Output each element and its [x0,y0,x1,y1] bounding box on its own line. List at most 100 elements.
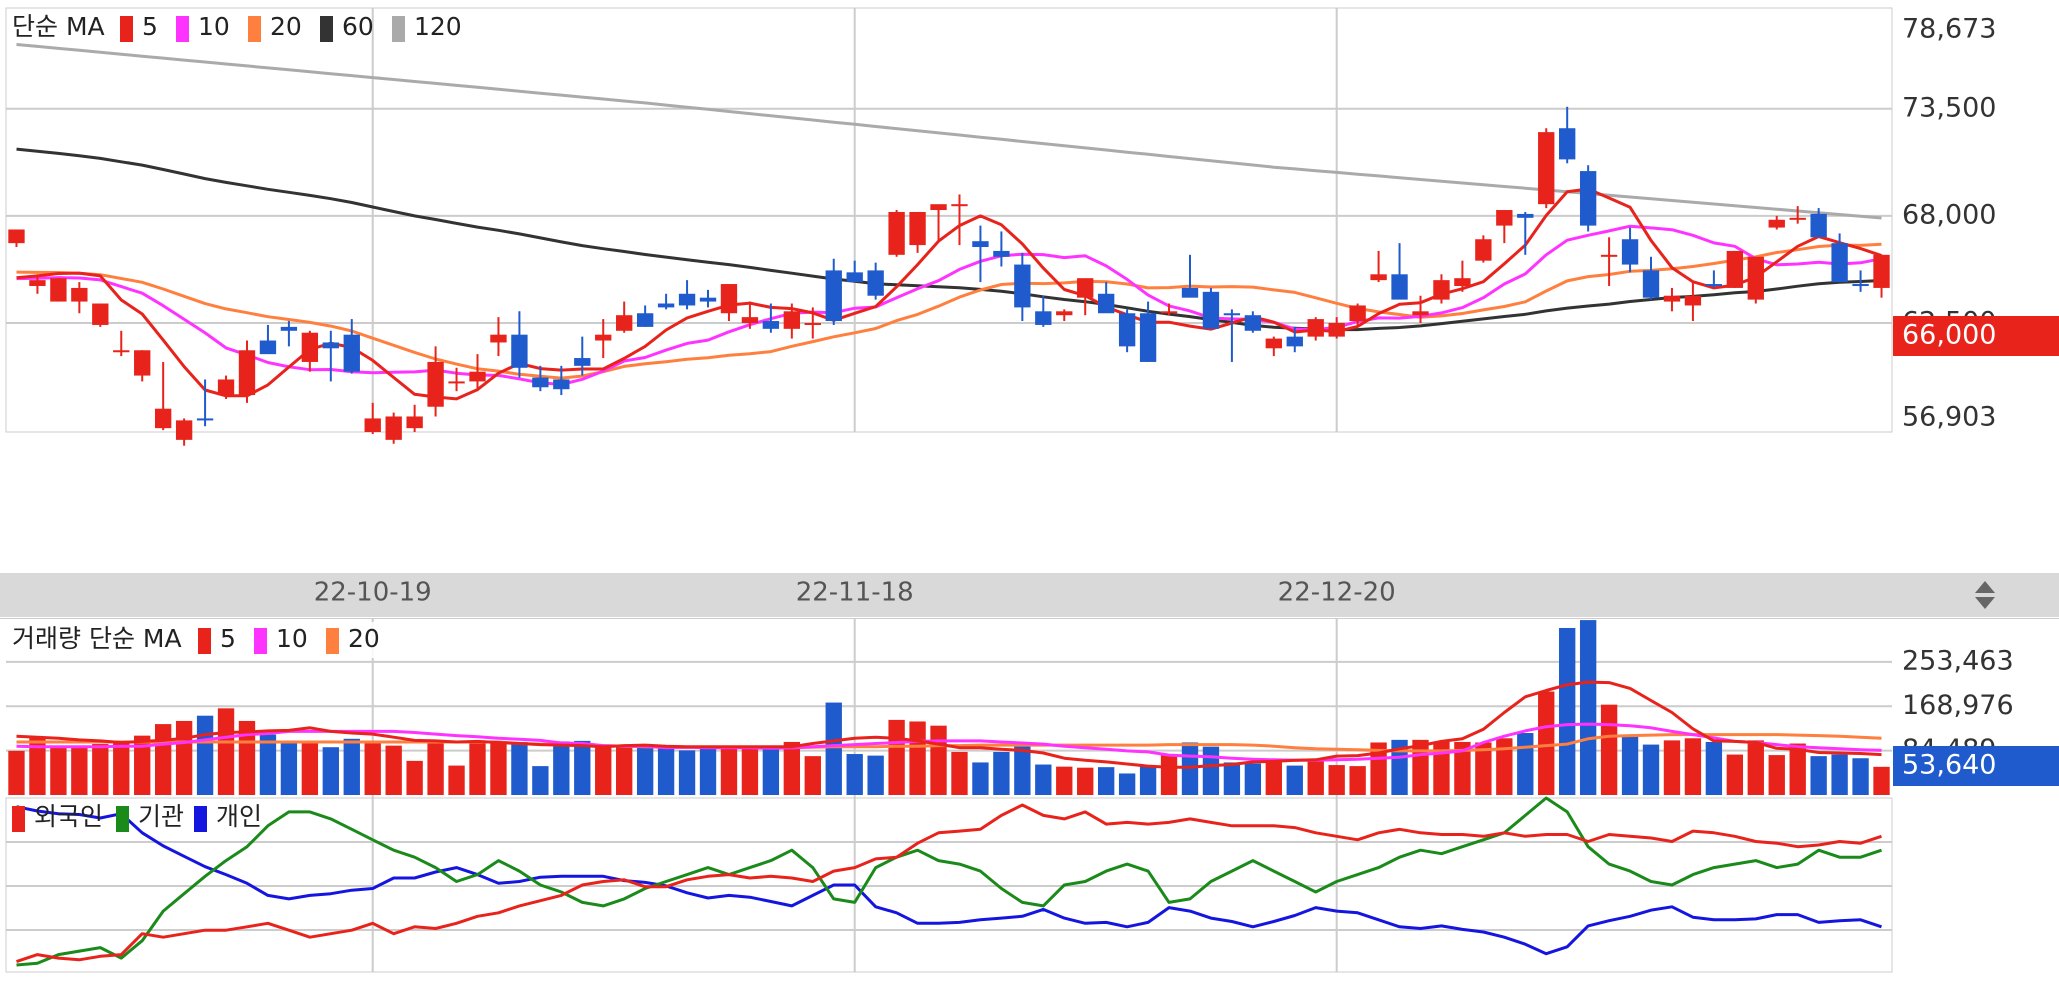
volume-bar[interactable] [1559,627,1576,795]
candle-body[interactable] [113,350,130,353]
volume-bar[interactable] [238,720,256,795]
candle-body[interactable] [720,284,738,314]
volume-bar[interactable] [364,741,381,795]
volume-bar[interactable] [1600,704,1618,795]
candle-body[interactable] [1517,213,1534,218]
panel-resize-up-icon[interactable] [1975,581,1995,593]
candle-body[interactable] [1202,291,1220,329]
volume-bar[interactable] [888,719,905,795]
candle-body[interactable] [825,270,842,322]
candle-body[interactable] [574,358,591,366]
volume-bar[interactable] [972,762,989,795]
candle-body[interactable] [1391,274,1408,300]
candle-body[interactable] [280,326,298,331]
volume-bar[interactable] [1056,766,1073,795]
candle-body[interactable] [1684,295,1702,306]
candle-body[interactable] [1642,270,1660,298]
candle-body[interactable] [217,379,235,396]
volume-bar[interactable] [1391,739,1408,795]
volume-bar[interactable] [259,734,277,795]
candle-body[interactable] [1265,338,1282,349]
volume-bar[interactable] [1244,763,1262,795]
volume-bar[interactable] [175,720,193,795]
candle-body[interactable] [1559,128,1576,160]
candle-body[interactable] [1118,313,1136,347]
volume-bar[interactable] [1307,760,1324,795]
volume-bar[interactable] [532,766,549,795]
candle-body[interactable] [699,297,717,302]
candle-body[interactable] [448,381,465,384]
candle-body[interactable] [1014,264,1031,308]
volume-bar[interactable] [280,740,298,795]
volume-bar[interactable] [678,750,696,795]
candle-body[interactable] [993,250,1010,257]
volume-bar[interactable] [406,760,423,795]
volume-bar[interactable] [1286,765,1303,795]
candle-body[interactable] [154,408,172,429]
candle-body[interactable] [1349,305,1366,322]
volume-bar[interactable] [511,741,528,795]
candle-body[interactable] [1370,274,1387,281]
candle-body[interactable] [427,361,444,407]
volume-bar[interactable] [657,747,675,795]
volume-bar[interactable] [909,721,926,795]
candle-body[interactable] [71,287,88,302]
volume-bar[interactable] [1097,767,1115,795]
candle-body[interactable] [322,342,339,349]
volume-bar[interactable] [1642,744,1660,795]
volume-bar[interactable] [1684,738,1702,795]
volume-bar[interactable] [322,747,339,795]
volume-bar[interactable] [1726,754,1744,795]
candle-body[interactable] [1789,217,1806,220]
volume-bar[interactable] [1412,739,1429,795]
volume-bar[interactable] [1118,773,1136,795]
panel-resize-down-icon[interactable] [1975,597,1995,609]
volume-bar[interactable] [804,756,821,795]
volume-bar[interactable] [1663,740,1681,795]
volume-bar[interactable] [1077,767,1094,795]
candle-body[interactable] [134,350,151,376]
volume-bar[interactable] [1014,742,1031,795]
candle-body[interactable] [909,211,926,246]
candle-body[interactable] [1726,250,1744,288]
candle-body[interactable] [657,303,675,308]
volume-bar[interactable] [636,745,654,795]
volume-bar[interactable] [1517,733,1534,795]
volume-bar[interactable] [1181,742,1199,795]
candle-body[interactable] [678,293,696,306]
volume-bar[interactable] [1768,755,1785,795]
candle-body[interactable] [951,204,968,207]
candle-body[interactable] [175,420,193,440]
candle-body[interactable] [1831,243,1848,283]
candle-body[interactable] [8,229,25,244]
volume-bar[interactable] [1810,756,1827,795]
candle-body[interactable] [50,278,67,302]
volume-bar[interactable] [1831,754,1848,795]
candle-body[interactable] [783,311,801,329]
candle-body[interactable] [1244,315,1262,331]
candle-body[interactable] [196,418,214,421]
volume-bar[interactable] [301,741,319,795]
volume-bar[interactable] [1035,764,1052,795]
volume-bar[interactable] [1223,762,1241,795]
candle-body[interactable] [490,334,507,343]
candle-body[interactable] [1873,254,1890,288]
candle-body[interactable] [1181,287,1199,298]
volume-bar[interactable] [1454,741,1471,795]
candle-body[interactable] [29,280,46,286]
volume-bar[interactable] [1139,765,1157,795]
volume-bar[interactable] [1202,746,1220,795]
candle-body[interactable] [595,334,612,341]
volume-bar[interactable] [1475,742,1492,795]
volume-bar[interactable] [134,735,151,795]
volume-bar[interactable] [1852,758,1869,795]
candle-body[interactable] [1852,284,1869,287]
candle-body[interactable] [804,322,821,325]
volume-bar[interactable] [1747,740,1764,795]
candle-body[interactable] [741,317,759,323]
volume-bar[interactable] [113,741,130,795]
volume-bar[interactable] [1789,743,1806,795]
candle-body[interactable] [1475,239,1492,261]
volume-bar[interactable] [993,751,1010,795]
volume-bar[interactable] [50,746,67,795]
